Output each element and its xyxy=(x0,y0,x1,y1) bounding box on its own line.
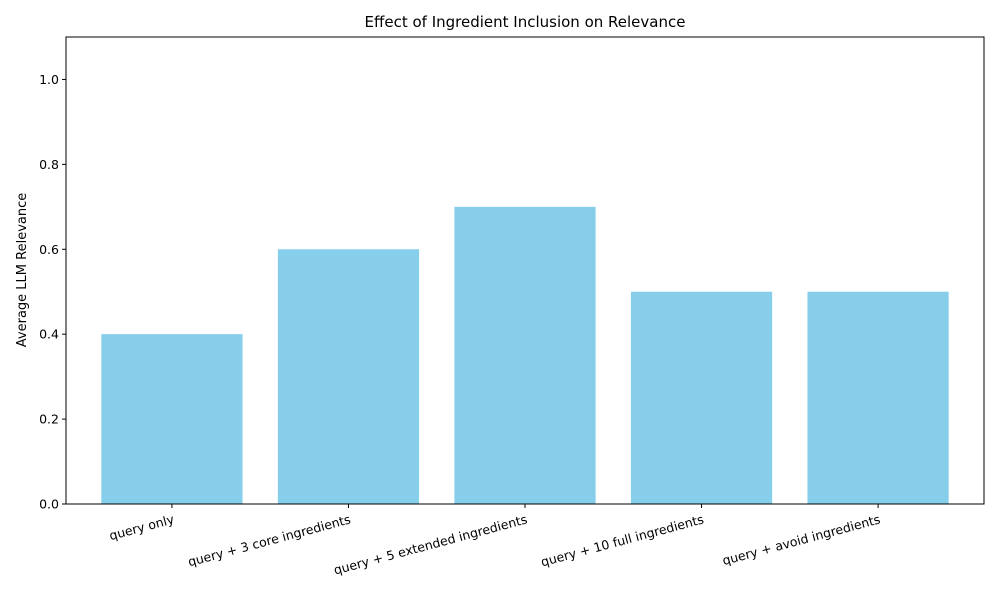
x-tick-label-3: query + 10 full ingredients xyxy=(539,511,705,569)
bar-3 xyxy=(630,291,773,504)
x-tick-label-4: query + avoid ingredients xyxy=(721,511,882,568)
y-tick-label-1: 0.2 xyxy=(39,412,59,427)
y-tick-label-3: 0.6 xyxy=(39,242,59,257)
bar-2 xyxy=(454,206,596,504)
x-tick-label-1: query + 3 core ingredients xyxy=(186,511,352,569)
x-tick-label-0: query only xyxy=(108,511,177,543)
y-tick-label-5: 1.0 xyxy=(39,72,59,87)
bar-0 xyxy=(101,334,243,504)
y-tick-label-4: 0.8 xyxy=(39,157,59,172)
x-tick-label-2: query + 5 extended ingredients xyxy=(332,511,529,577)
chart-title: Effect of Ingredient Inclusion on Releva… xyxy=(365,13,686,31)
y-axis-label: Average LLM Relevance xyxy=(15,193,30,347)
bar-1 xyxy=(277,249,420,504)
y-tick-label-2: 0.4 xyxy=(39,327,59,342)
y-tick-label-0: 0.0 xyxy=(39,497,59,512)
bar-4 xyxy=(807,291,949,504)
plot-area: 0.0 0.2 0.4 0.6 0.8 1.0 query only query + 3 co… xyxy=(39,36,985,578)
